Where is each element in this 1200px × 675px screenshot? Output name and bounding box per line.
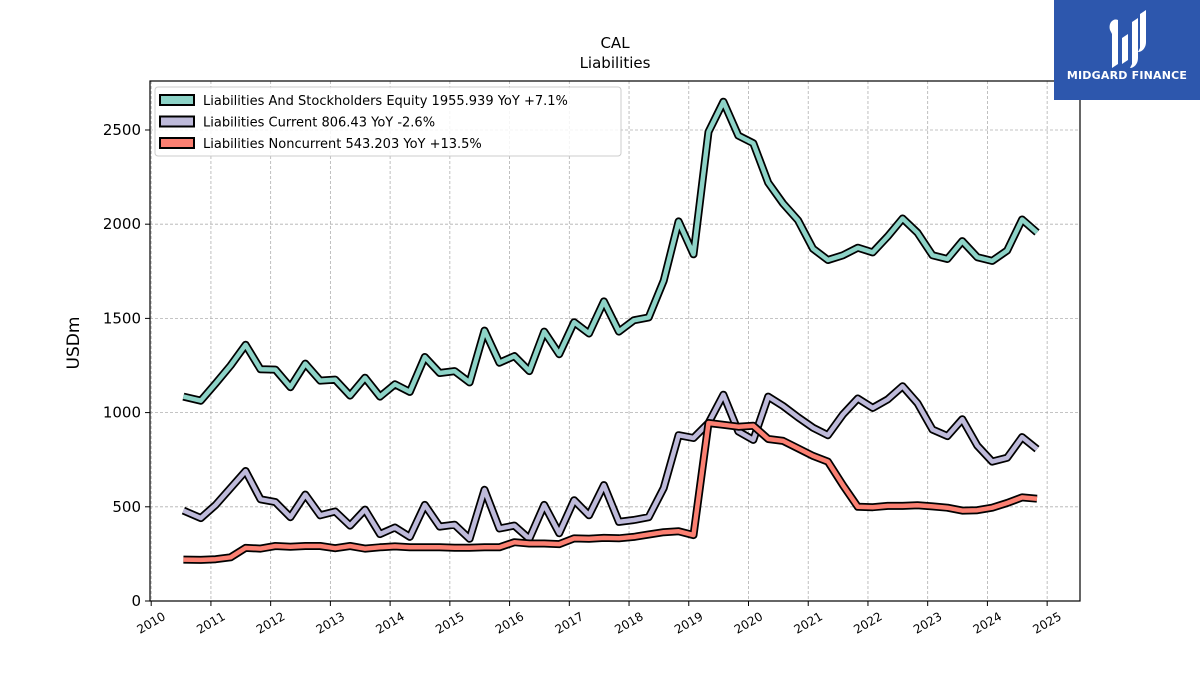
x-tick-label: 2022 [851, 609, 884, 636]
series-line-core [183, 420, 1038, 563]
x-tick-label: 2019 [672, 609, 705, 636]
series-2-line [181, 382, 1040, 543]
x-tick-label: 2011 [194, 609, 227, 636]
y-tick-label: 500 [112, 498, 141, 516]
x-tick-label: 2016 [493, 609, 526, 636]
legend: Liabilities And Stockholders Equity 1955… [154, 86, 622, 157]
x-tick-label: 2010 [134, 609, 167, 636]
legend-swatch [159, 94, 195, 106]
y-tick-label: 2000 [103, 215, 141, 233]
series-lines [181, 97, 1040, 564]
series-line-core [182, 99, 1039, 403]
x-tick-label: 2021 [792, 609, 825, 636]
plot-frame [149, 80, 1081, 602]
y-axis-label: USDm [64, 317, 84, 370]
logo-text: MIDGARD FINANCE [1066, 69, 1188, 82]
x-tick-label: 2012 [254, 609, 287, 636]
x-tick-label: 2020 [732, 609, 765, 636]
chart-title: CAL [600, 34, 630, 52]
chart-subtitle: Liabilities [580, 54, 651, 72]
legend-box [154, 86, 622, 157]
x-tick-label: 2013 [314, 609, 347, 636]
legend-swatch [159, 137, 195, 149]
series-3-line [183, 419, 1038, 564]
y-tick-label: 1500 [103, 309, 141, 327]
series-line-core [182, 383, 1039, 542]
x-tick-label: 2017 [553, 609, 586, 636]
x-tick-label: 2025 [1030, 609, 1063, 636]
x-tick-label: 2023 [911, 609, 944, 636]
x-tick-label: 2018 [612, 609, 645, 636]
y-tick-label: 2500 [103, 121, 141, 139]
brand-logo: MIDGARD FINANCE [1054, 0, 1200, 100]
x-tick-label: 2015 [433, 609, 466, 636]
series-1-line [182, 97, 1040, 405]
logo-mark-icon [1109, 10, 1146, 68]
legend-label: Liabilities Noncurrent 543.203 YoY +13.5… [203, 137, 482, 152]
y-tick-label: 1000 [103, 404, 141, 422]
x-tick-label: 2024 [971, 609, 1004, 636]
y-tick-label: 0 [131, 592, 141, 610]
x-tick-label: 2014 [373, 609, 406, 636]
axes: 2010 2011 2012 2013 2014 2015 2016 2017 2018 2019… [103, 121, 1064, 637]
legend-swatch [159, 115, 195, 128]
grid-lines [150, 81, 1080, 602]
legend-label: Liabilities Current 806.43 YoY -2.6% [203, 116, 435, 131]
series-line-outline [181, 382, 1040, 543]
legend-label: Liabilities And Stockholders Equity 1955… [203, 94, 568, 109]
